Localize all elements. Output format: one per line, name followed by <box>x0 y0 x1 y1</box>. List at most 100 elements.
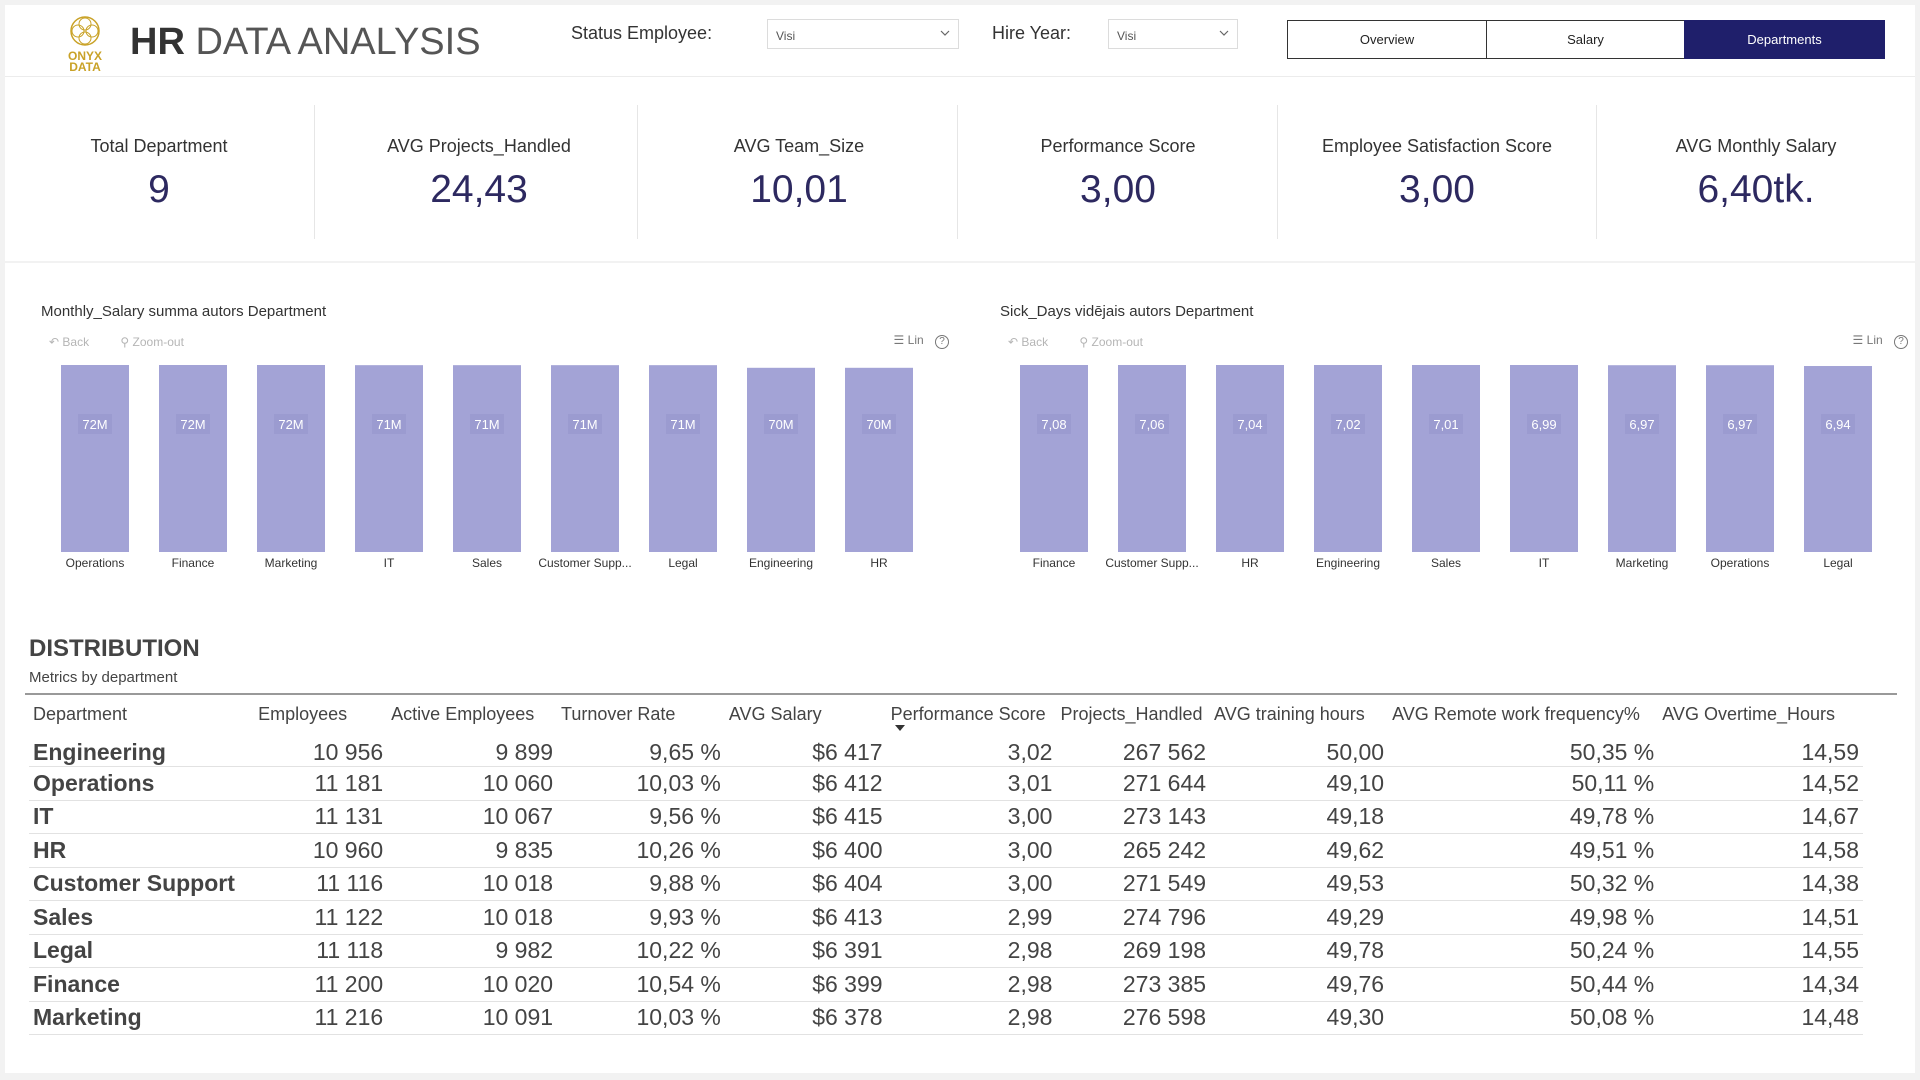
department-cell: Legal <box>29 934 255 968</box>
data-label-bg <box>1429 414 1463 434</box>
nav-overview-button[interactable]: Overview <box>1287 20 1487 59</box>
table-cell: 2,98 <box>886 967 1057 1002</box>
table-cell: 49,62 <box>1210 833 1389 868</box>
column-header-avg-training-hours[interactable]: AVG training hours <box>1210 695 1388 733</box>
table-row[interactable]: Marketing 11 216 10 091 10,03 % $6 378 2,98 27… <box>29 1001 1863 1035</box>
column-header-employees[interactable]: Employees <box>254 695 387 733</box>
bar-marketing[interactable] <box>257 365 325 552</box>
nav-salary-button[interactable]: Salary <box>1486 20 1685 59</box>
bar-operations[interactable] <box>1706 365 1774 552</box>
bar-sales[interactable] <box>1412 365 1480 552</box>
table-cell: 11 131 <box>254 800 388 834</box>
table-row[interactable]: Customer Support 11 116 10 018 9,88 % $6 404… <box>29 867 1863 901</box>
category-label: Customer Supp... <box>1105 556 1198 570</box>
category-label: Customer Supp... <box>538 556 631 570</box>
column-header-turnover-rate[interactable]: Turnover Rate <box>557 695 725 733</box>
column-header-avg-salary[interactable]: AVG Salary <box>725 695 887 733</box>
table-row[interactable]: Sales 11 122 10 018 9,93 % $6 413 2,99 274 796… <box>29 900 1863 935</box>
hire-year-label: Hire Year: <box>992 23 1072 43</box>
zoom-out-button[interactable]: ⚲ Zoom-out <box>120 335 184 349</box>
column-header-department[interactable]: Department <box>29 695 254 733</box>
bar-it[interactable] <box>355 365 423 552</box>
status-employee-dropdown[interactable]: Visi <box>767 19 959 49</box>
bar-finance[interactable] <box>159 365 227 552</box>
data-label: 6,94 <box>1825 417 1850 432</box>
hire-year-dropdown[interactable]: Visi <box>1108 19 1238 49</box>
bar-legal[interactable] <box>1804 366 1872 552</box>
column-header-avg-overtime-hours[interactable]: AVG Overtime_Hours <box>1658 695 1863 733</box>
back-button[interactable]: ↶ Back <box>1008 335 1049 349</box>
column-header-label: Projects_Handled <box>1060 703 1203 724</box>
kpi-value: 6,40tk. <box>1697 168 1815 211</box>
bar-legal[interactable] <box>649 365 717 552</box>
table-cell: 49,51 % <box>1388 833 1659 868</box>
table-cell: 49,98 % <box>1388 900 1659 935</box>
table-cell: 10 960 <box>254 833 388 868</box>
table-row[interactable]: Engineering 10 956 9 899 9,65 % $6 417 3,02 26… <box>29 733 1863 767</box>
data-label-bg <box>1821 414 1855 434</box>
column-header-active-employees[interactable]: Active Employees <box>387 695 557 733</box>
data-label-bg <box>274 414 308 434</box>
table-cell: 271 644 <box>1056 766 1211 801</box>
zoom-out-button[interactable]: ⚲ Zoom-out <box>1079 335 1143 349</box>
table-cell: 2,98 <box>886 934 1057 968</box>
data-label-bg <box>78 414 112 434</box>
bar-finance[interactable] <box>1020 365 1088 552</box>
data-label-bg <box>1331 414 1365 434</box>
lin-toggle[interactable]: Lin <box>907 333 924 347</box>
bar-hr[interactable] <box>845 367 913 552</box>
back-button[interactable]: ↶ Back <box>49 335 90 349</box>
table-cell: 9,93 % <box>557 900 725 935</box>
table-header-row: Department Employees Active Employees Turno… <box>29 695 1863 733</box>
category-label: Engineering <box>749 556 813 570</box>
table-row[interactable]: Finance 11 200 10 020 10,54 % $6 399 2,98 273 … <box>29 967 1863 1002</box>
table-cell: 3,00 <box>886 867 1057 901</box>
bar-it[interactable] <box>1510 365 1578 552</box>
header-bar: ONYX DATA HR DATA ANALYSIS Status Employe… <box>5 5 1915 77</box>
distribution-title: DISTRIBUTION <box>29 635 200 662</box>
help-icon[interactable]: ? <box>935 335 949 349</box>
table-cell: 49,78 <box>1210 934 1389 968</box>
bar-sales[interactable] <box>453 365 521 552</box>
data-label-bg <box>1527 414 1561 434</box>
kpi-card: Total Department 9 <box>0 105 319 247</box>
bar-engineering[interactable] <box>1314 365 1382 552</box>
table-cell: 3,02 <box>886 733 1057 767</box>
bar-operations[interactable] <box>61 365 129 552</box>
back-label: Back <box>62 335 90 349</box>
table-cell: 14,55 <box>1658 934 1863 968</box>
data-label: 72M <box>278 417 303 432</box>
bar-engineering[interactable] <box>747 367 815 552</box>
table-row[interactable]: HR 10 960 9 835 10,26 % $6 400 3,00 265 242 49,… <box>29 833 1863 868</box>
kpi-card: Employee Satisfaction Score 3,00 <box>1277 105 1597 247</box>
table-cell: 49,30 <box>1210 1001 1389 1035</box>
data-label: 7,02 <box>1335 417 1360 432</box>
bar-customer-supp-[interactable] <box>551 365 619 552</box>
table-cell: 10 020 <box>387 967 558 1002</box>
help-icon[interactable]: ? <box>1894 335 1908 349</box>
column-header-performance-score[interactable]: Performance Score <box>887 695 1057 733</box>
sort-desc-icon <box>894 725 905 731</box>
bar-hr[interactable] <box>1216 365 1284 552</box>
bar-customer-supp-[interactable] <box>1118 365 1186 552</box>
table-row[interactable]: Legal 11 118 9 982 10,22 % $6 391 2,98 269 198… <box>29 934 1863 968</box>
nav-departments-button[interactable]: Departments <box>1684 20 1885 59</box>
column-header-projects-handled[interactable]: Projects_Handled <box>1056 695 1210 733</box>
data-label: 71M <box>376 417 401 432</box>
bar-marketing[interactable] <box>1608 365 1676 552</box>
category-label: Legal <box>668 556 697 570</box>
table-cell: $6 413 <box>724 900 887 935</box>
data-label: 6,99 <box>1531 417 1556 432</box>
kpi-divider <box>1596 105 1597 239</box>
table-cell: 3,01 <box>886 766 1057 801</box>
list-icon[interactable]: ☰ <box>893 333 905 347</box>
table-cell: 49,78 % <box>1388 800 1659 834</box>
table-row[interactable]: Operations 11 181 10 060 10,03 % $6 412 3,01 2… <box>29 766 1863 801</box>
table-cell: 3,00 <box>886 800 1057 834</box>
column-header-avg-remote-work-frequency-[interactable]: AVG Remote work frequency% <box>1388 695 1658 733</box>
list-icon[interactable]: ☰ <box>1852 333 1864 347</box>
table-row[interactable]: IT 11 131 10 067 9,56 % $6 415 3,00 273 143 49,… <box>29 800 1863 834</box>
data-label-bg <box>666 414 700 434</box>
category-label: Sales <box>1431 556 1461 570</box>
lin-toggle[interactable]: Lin <box>1866 333 1883 347</box>
